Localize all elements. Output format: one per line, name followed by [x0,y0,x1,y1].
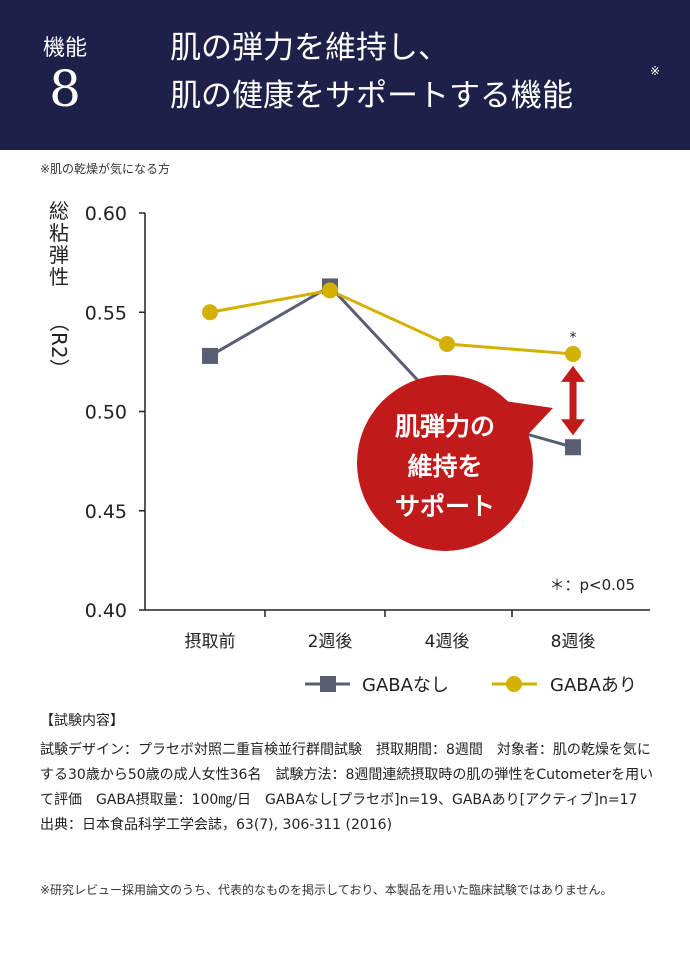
y-tick-label: 0.55 [85,302,127,324]
significance-note: ＊：p<0.05 [550,576,636,594]
y-tick-label: 0.60 [85,203,127,225]
target-note: ※肌の乾燥が気になる方 [40,162,171,176]
callout-text-line: 肌弾力の [395,412,495,441]
legend-marker-placebo [320,676,336,692]
callout-circle [357,375,533,551]
y-tick-label: 0.40 [85,600,127,622]
study-info-body: 試験デザイン：プラセボ対照二重盲検並行群間試験 摂取期間：8週間 対象者：肌の乾… [40,742,654,833]
data-point-gaba [202,304,218,321]
page-title: 肌の弾力を維持し、 肌の健康をサポートする機能 [170,24,573,120]
callout-text-line: サポート [395,492,495,521]
data-point-gaba [565,345,581,362]
x-tick-label: 摂取前 [185,632,236,652]
x-tick-label: 2週後 [308,632,353,652]
y-axis-label-char: 性 [49,265,69,289]
y-axis-label-char: 粘 [49,221,69,245]
difference-arrow-head-down [561,419,585,436]
data-point-gaba [322,282,338,299]
title-footnote-mark: ※ [650,64,661,78]
study-info-heading: 【試験内容】 [40,713,124,729]
title-line-1: 肌の弾力を維持し、 [170,30,449,66]
legend-label-gaba: GABAあり [550,675,637,696]
data-point-gaba [439,336,455,353]
legend-marker-gaba [506,676,522,692]
y-tick-label: 0.50 [85,402,127,424]
y-axis-label-char: 弾 [49,243,69,267]
line-chart: 0.40 0.45 0.50 0.55 0.60 摂取前 2週後 4週後 8週後 * 肌弾力の維持を… [85,203,650,696]
series-line-gaba [209,288,574,356]
data-point-placebo [565,439,581,456]
header-banner: 機能 8 肌の弾力を維持し、 肌の健康をサポートする機能 ※ [0,0,690,150]
difference-arrow-head-up [561,365,585,382]
legend-label-placebo: GABAなし [362,675,449,696]
feature-number: 8 [49,60,81,118]
callout-text-line: 維持を [407,452,482,481]
y-axis-label: 総 粘 弾 性 （R2） [42,199,76,379]
x-tick-label: 4週後 [425,632,470,652]
x-tick-label: 8週後 [551,632,596,652]
significance-mark: * [570,330,577,346]
y-tick-label: 0.45 [85,501,127,523]
disclaimer-note: ※研究レビュー採用論文のうち、代表的なものを掲示しており、本製品を用いた臨床試験… [40,883,613,897]
y-axis-label-char: 総 [49,199,69,223]
title-line-2: 肌の健康をサポートする機能 [170,78,573,114]
data-point-placebo [202,347,218,364]
feature-label: 機能 [42,36,87,61]
